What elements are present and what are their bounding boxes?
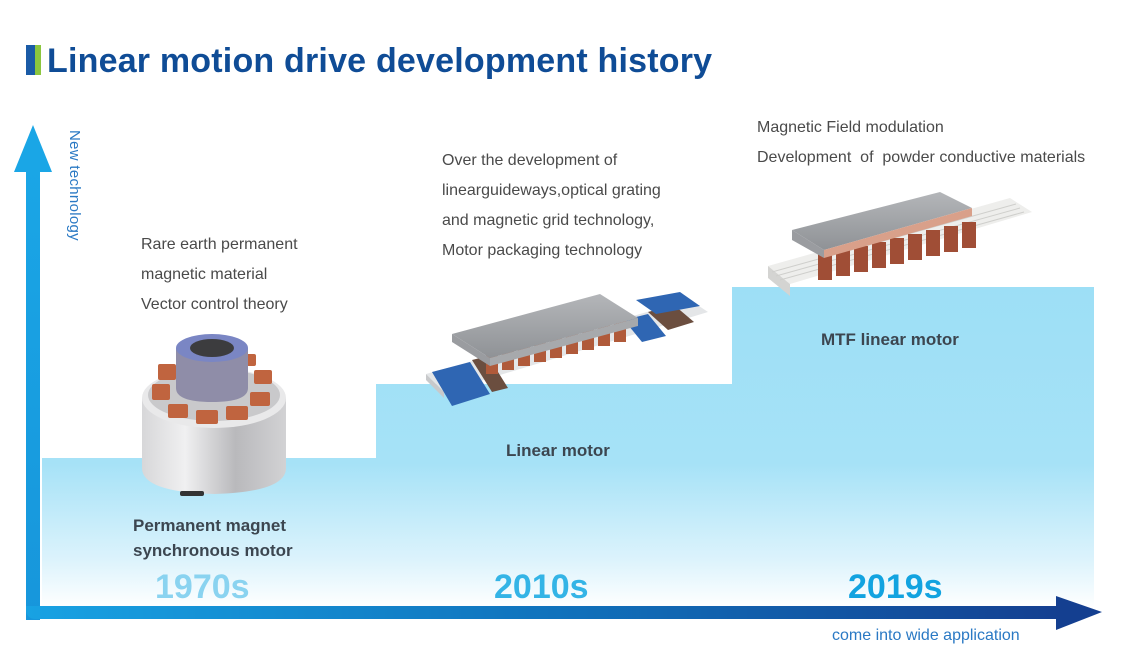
stage-3-product: MTF linear motor: [821, 327, 959, 352]
product-line: MTF linear motor: [821, 330, 959, 349]
stage-2-technologies: Over the development of linearguideways,…: [442, 146, 661, 266]
technology-line: linearguideways,optical grating: [442, 182, 661, 199]
stage-1-technologies: Rare earth permanent magnetic material V…: [141, 230, 298, 320]
y-axis-label: New technology: [66, 130, 83, 241]
stage-2-era: 2010s: [494, 568, 589, 606]
technology-line: Rare earth permanent: [141, 236, 298, 253]
technology-line: Vector control theory: [141, 296, 288, 313]
linear-motor-illustration: [426, 292, 708, 406]
technology-line: Motor packaging technology: [442, 242, 643, 259]
technology-line: and magnetic grid technology,: [442, 212, 655, 229]
title-accent-blue: [26, 45, 35, 75]
title-accent-green: [35, 45, 41, 75]
stage-1-era: 1970s: [155, 568, 250, 606]
product-line: Linear motor: [506, 441, 610, 460]
x-axis-label: come into wide application: [832, 627, 1020, 644]
title-accent-bar: [26, 45, 41, 75]
y-axis-arrowhead: [14, 125, 52, 172]
stage-2-product: Linear motor: [506, 438, 610, 463]
rotary-motor-illustration: [142, 334, 286, 496]
stage-1-product: Permanent magnet synchronous motor: [133, 513, 293, 563]
mtf-linear-motor-illustration: [768, 192, 1032, 296]
technology-line: magnetic material: [141, 266, 268, 283]
stage-3-technologies: Magnetic Field modulation Development of…: [757, 113, 1085, 173]
technology-line: Over the development of: [442, 152, 618, 169]
x-axis-arrowhead: [1056, 596, 1102, 630]
product-line: synchronous motor: [133, 541, 293, 560]
technology-line: Magnetic Field modulation: [757, 119, 944, 136]
product-line: Permanent magnet: [133, 516, 287, 535]
technology-line: Development of powder conductive materia…: [757, 149, 1086, 166]
stage-3-era: 2019s: [848, 568, 943, 606]
page-title: Linear motion drive development history: [47, 42, 713, 80]
